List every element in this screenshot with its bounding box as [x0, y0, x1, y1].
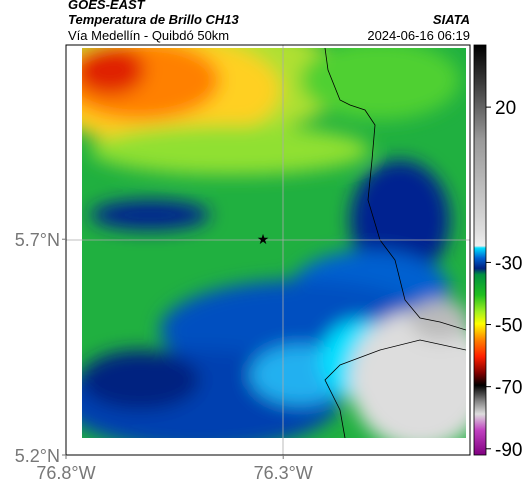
source: SIATA [433, 12, 470, 27]
location-marker: ★ [257, 231, 270, 247]
colorbar-tick-label: -30 [495, 253, 522, 274]
colorbar-tick-label: -50 [495, 316, 522, 337]
y-tick-label: 5.2°N [15, 446, 60, 466]
colorbar-tick-label: -70 [495, 378, 522, 399]
colorbar-tick-label: 20 [495, 98, 516, 119]
map-frame [65, 44, 471, 456]
colorbar-tick-label: -90 [495, 440, 522, 461]
colorbar [473, 44, 487, 456]
x-tick-label: 76.3°W [254, 463, 313, 483]
location: Vía Medellín - Quibdó 50km [68, 28, 229, 43]
x-tick-label: 76.8°W [36, 463, 95, 483]
subtitle: Temperatura de Brillo CH13 [68, 12, 240, 27]
timestamp: 2024-06-16 06:19 [367, 28, 470, 43]
y-tick-label: 5.7°N [15, 230, 60, 250]
title: GOES-EAST [68, 0, 146, 12]
brightness-field [82, 48, 466, 438]
